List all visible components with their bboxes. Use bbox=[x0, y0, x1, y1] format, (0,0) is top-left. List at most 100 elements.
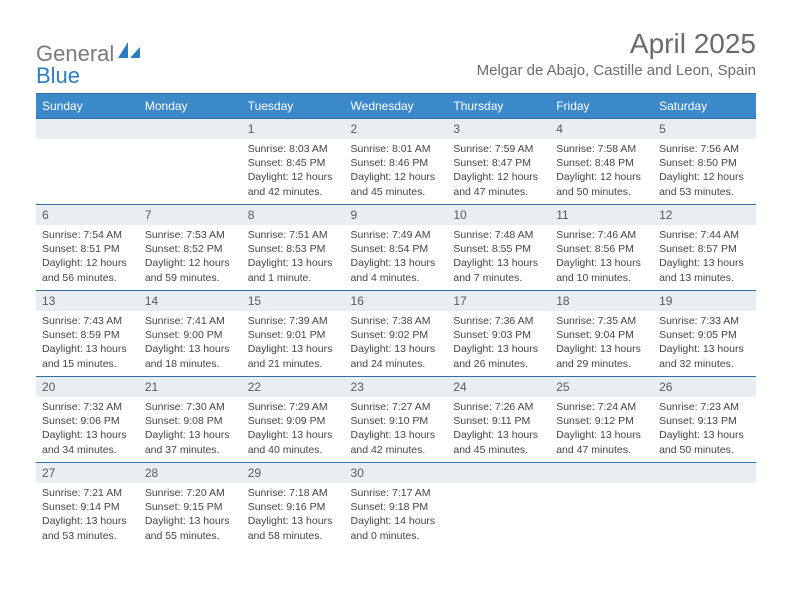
calendar-cell: 10Sunrise: 7:48 AMSunset: 8:55 PMDayligh… bbox=[447, 205, 550, 291]
sunrise-text: Sunrise: 7:49 AM bbox=[351, 228, 442, 242]
sunset-text: Sunset: 8:51 PM bbox=[42, 242, 133, 256]
sunrise-text: Sunrise: 7:41 AM bbox=[145, 314, 236, 328]
day-detail: Sunrise: 7:56 AMSunset: 8:50 PMDaylight:… bbox=[653, 139, 756, 203]
sunrise-text: Sunrise: 7:26 AM bbox=[453, 400, 544, 414]
sunset-text: Sunset: 9:11 PM bbox=[453, 414, 544, 428]
day-detail: Sunrise: 7:32 AMSunset: 9:06 PMDaylight:… bbox=[36, 397, 139, 461]
sunset-text: Sunset: 9:03 PM bbox=[453, 328, 544, 342]
daylight-text: Daylight: 13 hours bbox=[42, 428, 133, 442]
sunrise-text: Sunrise: 7:44 AM bbox=[659, 228, 750, 242]
day-number: 29 bbox=[242, 463, 345, 483]
day-number: 26 bbox=[653, 377, 756, 397]
calendar-cell: 3Sunrise: 7:59 AMSunset: 8:47 PMDaylight… bbox=[447, 119, 550, 205]
daylight-text: and 53 minutes. bbox=[42, 529, 133, 543]
calendar-cell: 19Sunrise: 7:33 AMSunset: 9:05 PMDayligh… bbox=[653, 291, 756, 377]
calendar-cell bbox=[139, 119, 242, 205]
day-detail: Sunrise: 7:35 AMSunset: 9:04 PMDaylight:… bbox=[550, 311, 653, 375]
sunset-text: Sunset: 9:15 PM bbox=[145, 500, 236, 514]
calendar-cell: 24Sunrise: 7:26 AMSunset: 9:11 PMDayligh… bbox=[447, 377, 550, 463]
daylight-text: and 34 minutes. bbox=[42, 443, 133, 457]
daylight-text: Daylight: 13 hours bbox=[145, 342, 236, 356]
daylight-text: Daylight: 13 hours bbox=[453, 256, 544, 270]
daylight-text: and 1 minute. bbox=[248, 271, 339, 285]
day-detail: Sunrise: 7:58 AMSunset: 8:48 PMDaylight:… bbox=[550, 139, 653, 203]
logo-text-blue: Blue bbox=[36, 63, 80, 89]
daylight-text: Daylight: 12 hours bbox=[42, 256, 133, 270]
sunset-text: Sunset: 8:46 PM bbox=[351, 156, 442, 170]
sunset-text: Sunset: 8:54 PM bbox=[351, 242, 442, 256]
sunrise-text: Sunrise: 7:18 AM bbox=[248, 486, 339, 500]
day-number-empty bbox=[653, 463, 756, 483]
day-number: 1 bbox=[242, 119, 345, 139]
sunrise-text: Sunrise: 7:24 AM bbox=[556, 400, 647, 414]
title-block: April 2025 Melgar de Abajo, Castille and… bbox=[477, 28, 756, 79]
daylight-text: Daylight: 14 hours bbox=[351, 514, 442, 528]
daylight-text: and 13 minutes. bbox=[659, 271, 750, 285]
sunset-text: Sunset: 8:52 PM bbox=[145, 242, 236, 256]
day-detail: Sunrise: 7:20 AMSunset: 9:15 PMDaylight:… bbox=[139, 483, 242, 547]
day-number: 3 bbox=[447, 119, 550, 139]
sunset-text: Sunset: 9:05 PM bbox=[659, 328, 750, 342]
day-number: 20 bbox=[36, 377, 139, 397]
calendar-cell: 26Sunrise: 7:23 AMSunset: 9:13 PMDayligh… bbox=[653, 377, 756, 463]
sunset-text: Sunset: 9:09 PM bbox=[248, 414, 339, 428]
day-detail: Sunrise: 8:01 AMSunset: 8:46 PMDaylight:… bbox=[345, 139, 448, 203]
calendar-week-row: 6Sunrise: 7:54 AMSunset: 8:51 PMDaylight… bbox=[36, 205, 756, 291]
sunrise-text: Sunrise: 7:39 AM bbox=[248, 314, 339, 328]
daylight-text: Daylight: 12 hours bbox=[453, 170, 544, 184]
daylight-text: and 55 minutes. bbox=[145, 529, 236, 543]
day-detail: Sunrise: 7:38 AMSunset: 9:02 PMDaylight:… bbox=[345, 311, 448, 375]
daylight-text: Daylight: 12 hours bbox=[556, 170, 647, 184]
day-number: 13 bbox=[36, 291, 139, 311]
daylight-text: Daylight: 13 hours bbox=[351, 342, 442, 356]
daylight-text: Daylight: 13 hours bbox=[145, 428, 236, 442]
day-number: 8 bbox=[242, 205, 345, 225]
day-detail: Sunrise: 7:33 AMSunset: 9:05 PMDaylight:… bbox=[653, 311, 756, 375]
weekday-header: Monday bbox=[139, 94, 242, 119]
day-number-empty bbox=[550, 463, 653, 483]
sunrise-text: Sunrise: 7:43 AM bbox=[42, 314, 133, 328]
sail-icon bbox=[116, 40, 142, 67]
weekday-header: Friday bbox=[550, 94, 653, 119]
day-number: 19 bbox=[653, 291, 756, 311]
daylight-text: and 32 minutes. bbox=[659, 357, 750, 371]
daylight-text: Daylight: 13 hours bbox=[248, 428, 339, 442]
daylight-text: Daylight: 12 hours bbox=[351, 170, 442, 184]
day-number: 7 bbox=[139, 205, 242, 225]
daylight-text: and 10 minutes. bbox=[556, 271, 647, 285]
sunset-text: Sunset: 8:59 PM bbox=[42, 328, 133, 342]
day-number-empty bbox=[139, 119, 242, 139]
sunset-text: Sunset: 9:06 PM bbox=[42, 414, 133, 428]
calendar-page: General April 2025 Melgar de Abajo, Cast… bbox=[0, 0, 792, 569]
day-detail: Sunrise: 7:53 AMSunset: 8:52 PMDaylight:… bbox=[139, 225, 242, 289]
day-detail: Sunrise: 7:59 AMSunset: 8:47 PMDaylight:… bbox=[447, 139, 550, 203]
sunrise-text: Sunrise: 7:23 AM bbox=[659, 400, 750, 414]
sunset-text: Sunset: 9:04 PM bbox=[556, 328, 647, 342]
day-detail: Sunrise: 7:29 AMSunset: 9:09 PMDaylight:… bbox=[242, 397, 345, 461]
calendar-cell: 13Sunrise: 7:43 AMSunset: 8:59 PMDayligh… bbox=[36, 291, 139, 377]
calendar-cell: 2Sunrise: 8:01 AMSunset: 8:46 PMDaylight… bbox=[345, 119, 448, 205]
sunrise-text: Sunrise: 7:29 AM bbox=[248, 400, 339, 414]
day-number: 24 bbox=[447, 377, 550, 397]
calendar-cell bbox=[447, 463, 550, 549]
day-number: 30 bbox=[345, 463, 448, 483]
daylight-text: and 56 minutes. bbox=[42, 271, 133, 285]
calendar-cell: 30Sunrise: 7:17 AMSunset: 9:18 PMDayligh… bbox=[345, 463, 448, 549]
day-number: 22 bbox=[242, 377, 345, 397]
daylight-text: and 42 minutes. bbox=[248, 185, 339, 199]
day-detail: Sunrise: 7:27 AMSunset: 9:10 PMDaylight:… bbox=[345, 397, 448, 461]
calendar-cell: 14Sunrise: 7:41 AMSunset: 9:00 PMDayligh… bbox=[139, 291, 242, 377]
calendar-cell: 28Sunrise: 7:20 AMSunset: 9:15 PMDayligh… bbox=[139, 463, 242, 549]
day-detail: Sunrise: 7:26 AMSunset: 9:11 PMDaylight:… bbox=[447, 397, 550, 461]
daylight-text: and 18 minutes. bbox=[145, 357, 236, 371]
day-number: 25 bbox=[550, 377, 653, 397]
sunrise-text: Sunrise: 7:48 AM bbox=[453, 228, 544, 242]
day-number: 12 bbox=[653, 205, 756, 225]
daylight-text: and 0 minutes. bbox=[351, 529, 442, 543]
day-detail: Sunrise: 7:49 AMSunset: 8:54 PMDaylight:… bbox=[345, 225, 448, 289]
sunset-text: Sunset: 8:57 PM bbox=[659, 242, 750, 256]
day-number: 2 bbox=[345, 119, 448, 139]
day-detail: Sunrise: 7:43 AMSunset: 8:59 PMDaylight:… bbox=[36, 311, 139, 375]
daylight-text: and 29 minutes. bbox=[556, 357, 647, 371]
daylight-text: Daylight: 13 hours bbox=[248, 514, 339, 528]
